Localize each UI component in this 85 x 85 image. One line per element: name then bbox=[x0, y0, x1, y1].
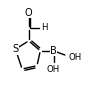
Text: O: O bbox=[25, 8, 33, 18]
Text: H: H bbox=[41, 23, 48, 32]
Text: OH: OH bbox=[69, 53, 82, 62]
Text: S: S bbox=[12, 44, 19, 54]
Text: B: B bbox=[50, 46, 57, 56]
Text: OH: OH bbox=[47, 65, 60, 74]
